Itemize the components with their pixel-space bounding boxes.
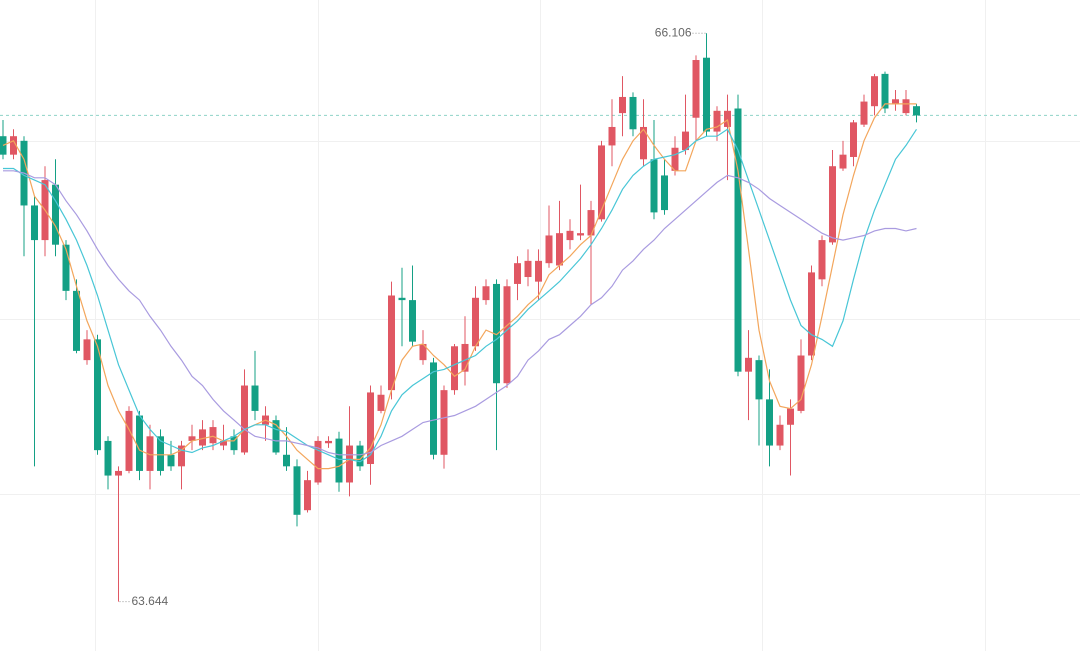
candle-body bbox=[671, 147, 679, 171]
candle-body bbox=[167, 454, 175, 467]
candle-body bbox=[598, 145, 605, 220]
candle-body bbox=[251, 385, 259, 411]
candle-body bbox=[902, 99, 910, 114]
candle-body bbox=[115, 470, 122, 476]
candle-body bbox=[241, 385, 248, 453]
candle-body bbox=[850, 122, 857, 157]
candle-body bbox=[461, 343, 469, 372]
candle-body bbox=[283, 454, 290, 467]
candle-body bbox=[409, 300, 416, 342]
candle-body bbox=[776, 424, 784, 446]
candle-body bbox=[304, 480, 311, 511]
candle-body bbox=[73, 290, 80, 351]
candle-body bbox=[524, 260, 532, 278]
candle-body bbox=[398, 297, 406, 301]
candle-body bbox=[514, 263, 521, 284]
candle-body bbox=[230, 436, 238, 451]
candle-body bbox=[703, 57, 710, 132]
candle-body bbox=[881, 73, 889, 109]
candle-body bbox=[808, 272, 815, 356]
candle-body bbox=[199, 429, 206, 446]
candle-body bbox=[440, 390, 448, 455]
candle-body bbox=[31, 205, 38, 241]
candle-body bbox=[629, 96, 637, 130]
moving-average-line bbox=[3, 128, 918, 463]
candle-body bbox=[535, 260, 542, 282]
candle-body bbox=[178, 445, 185, 467]
candle-body bbox=[640, 126, 647, 160]
candle-body bbox=[146, 436, 154, 471]
candle-body bbox=[493, 283, 500, 384]
candle-body bbox=[10, 136, 17, 155]
candle-body bbox=[314, 440, 322, 483]
candle-body bbox=[335, 438, 343, 483]
min-label: 63.644 bbox=[132, 594, 169, 608]
candle-body bbox=[503, 286, 511, 384]
candle-body bbox=[829, 166, 836, 243]
vertical-grid bbox=[95, 0, 986, 651]
candle-body bbox=[839, 154, 847, 169]
candle-body bbox=[545, 235, 553, 264]
candle-body bbox=[566, 230, 574, 241]
candle-body bbox=[734, 108, 742, 372]
max-label: 66.106 bbox=[655, 25, 692, 39]
candle-body bbox=[472, 297, 479, 347]
candle-body bbox=[745, 357, 752, 372]
candle-body bbox=[650, 159, 658, 213]
candle-body bbox=[325, 440, 332, 444]
candle-body bbox=[913, 106, 920, 116]
moving-average-line bbox=[2, 103, 917, 470]
candle-body bbox=[83, 339, 91, 361]
candle-body bbox=[797, 355, 805, 411]
candle-body bbox=[419, 343, 427, 361]
candle-body bbox=[125, 410, 133, 471]
candle-body bbox=[377, 394, 385, 411]
candle-body bbox=[892, 99, 899, 104]
candle-body bbox=[482, 286, 490, 301]
candle-body bbox=[724, 110, 731, 127]
candle-body bbox=[367, 392, 374, 465]
candle-body bbox=[209, 427, 217, 444]
candle-body bbox=[104, 440, 112, 476]
candle-body bbox=[755, 360, 763, 400]
candle-body bbox=[346, 445, 353, 483]
candle-body bbox=[608, 126, 616, 146]
candle-body bbox=[860, 101, 868, 125]
candle-body bbox=[293, 466, 301, 515]
candle-body bbox=[682, 131, 689, 151]
candle-body bbox=[661, 175, 668, 211]
candle-body bbox=[188, 436, 196, 441]
candle-body bbox=[556, 233, 563, 266]
candle-body bbox=[136, 415, 143, 471]
candle-body bbox=[52, 184, 59, 245]
candle-body bbox=[818, 240, 826, 280]
candle-body bbox=[451, 346, 458, 391]
candle-body bbox=[713, 110, 721, 132]
candle-body bbox=[94, 339, 101, 451]
candle-body bbox=[587, 210, 595, 236]
candle-body bbox=[692, 60, 700, 118]
candle-body bbox=[871, 76, 878, 107]
moving-average-line bbox=[3, 170, 917, 456]
candle-body bbox=[577, 233, 584, 236]
candle-body bbox=[220, 440, 227, 446]
candle-body bbox=[62, 244, 70, 291]
candle-body bbox=[157, 436, 164, 471]
candle-body bbox=[356, 445, 364, 467]
candle-body bbox=[272, 420, 280, 453]
candle-body bbox=[766, 399, 773, 446]
candle-body bbox=[388, 295, 395, 391]
candle-body bbox=[430, 362, 437, 455]
candle-body bbox=[787, 408, 794, 425]
candle-body bbox=[619, 96, 626, 114]
